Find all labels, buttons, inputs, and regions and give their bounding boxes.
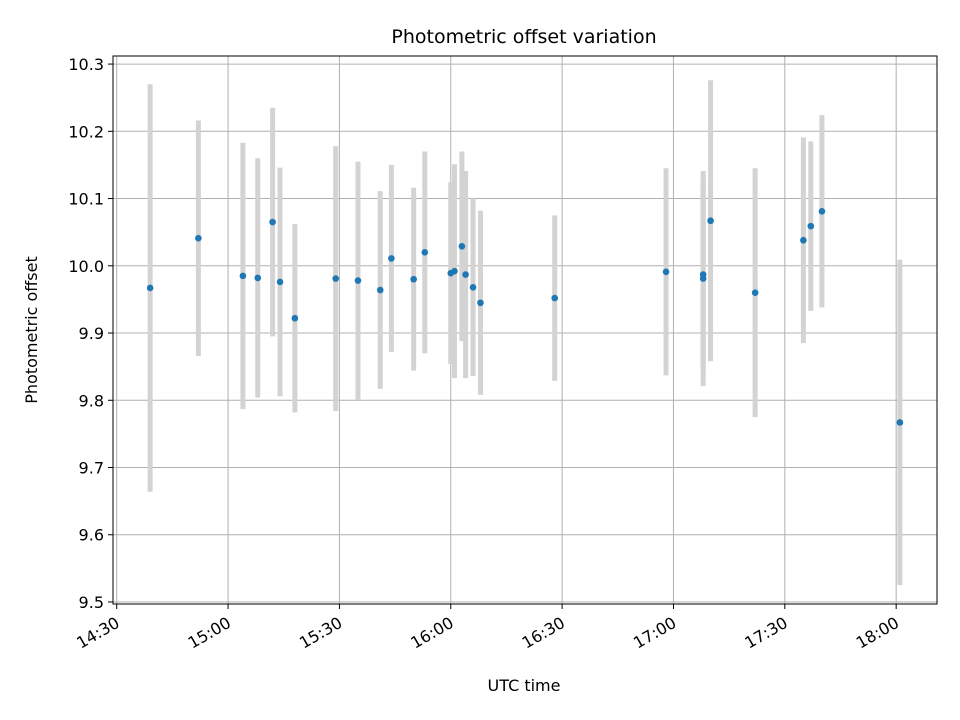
data-point (699, 275, 707, 282)
plot-background (113, 56, 937, 604)
data-point (388, 255, 395, 262)
data-point (807, 222, 815, 230)
plot-frame (112, 55, 938, 605)
y-axis-label: Photometric offset (22, 256, 41, 404)
y-tick-label: 9.7 (79, 459, 104, 478)
x-axis-label: UTC time (488, 676, 561, 695)
y-tick-label: 10.2 (68, 122, 104, 141)
data-point (354, 277, 362, 284)
data-point (662, 268, 670, 276)
data-point (551, 294, 558, 302)
data-point (896, 419, 904, 426)
chart-title: Photometric offset variation (391, 26, 656, 48)
data-point (239, 272, 247, 280)
data-point (195, 234, 202, 242)
data-point (458, 242, 466, 250)
y-tick-label: 9.8 (79, 391, 104, 410)
data-point (751, 289, 759, 296)
data-point (707, 217, 714, 225)
y-tick-label: 9.5 (79, 593, 104, 612)
data-point (800, 236, 807, 244)
data-point (269, 218, 276, 226)
data-points (146, 208, 904, 426)
data-point (146, 284, 154, 292)
data-point (376, 286, 384, 294)
data-point (254, 274, 262, 282)
data-point (410, 275, 417, 283)
y-tick-label: 10.1 (68, 190, 104, 209)
data-point (469, 284, 477, 291)
plot-area (112, 55, 938, 605)
data-point (818, 208, 826, 215)
data-point (451, 267, 458, 275)
y-tick-label: 9.6 (79, 526, 104, 545)
data-point (332, 275, 340, 282)
data-point (276, 278, 284, 286)
y-tick-label: 9.9 (79, 324, 104, 343)
y-tick-label: 10.3 (68, 55, 104, 74)
data-point (421, 249, 429, 256)
data-point (477, 299, 484, 307)
y-axis: 9.5 9.6 9.7 9.8 9.9 10.0 10.1 10.2 10.3 (68, 55, 113, 612)
data-point (291, 314, 299, 322)
y-tick-label: 10.0 (68, 257, 104, 276)
grid (113, 56, 937, 604)
data-point (462, 271, 469, 278)
